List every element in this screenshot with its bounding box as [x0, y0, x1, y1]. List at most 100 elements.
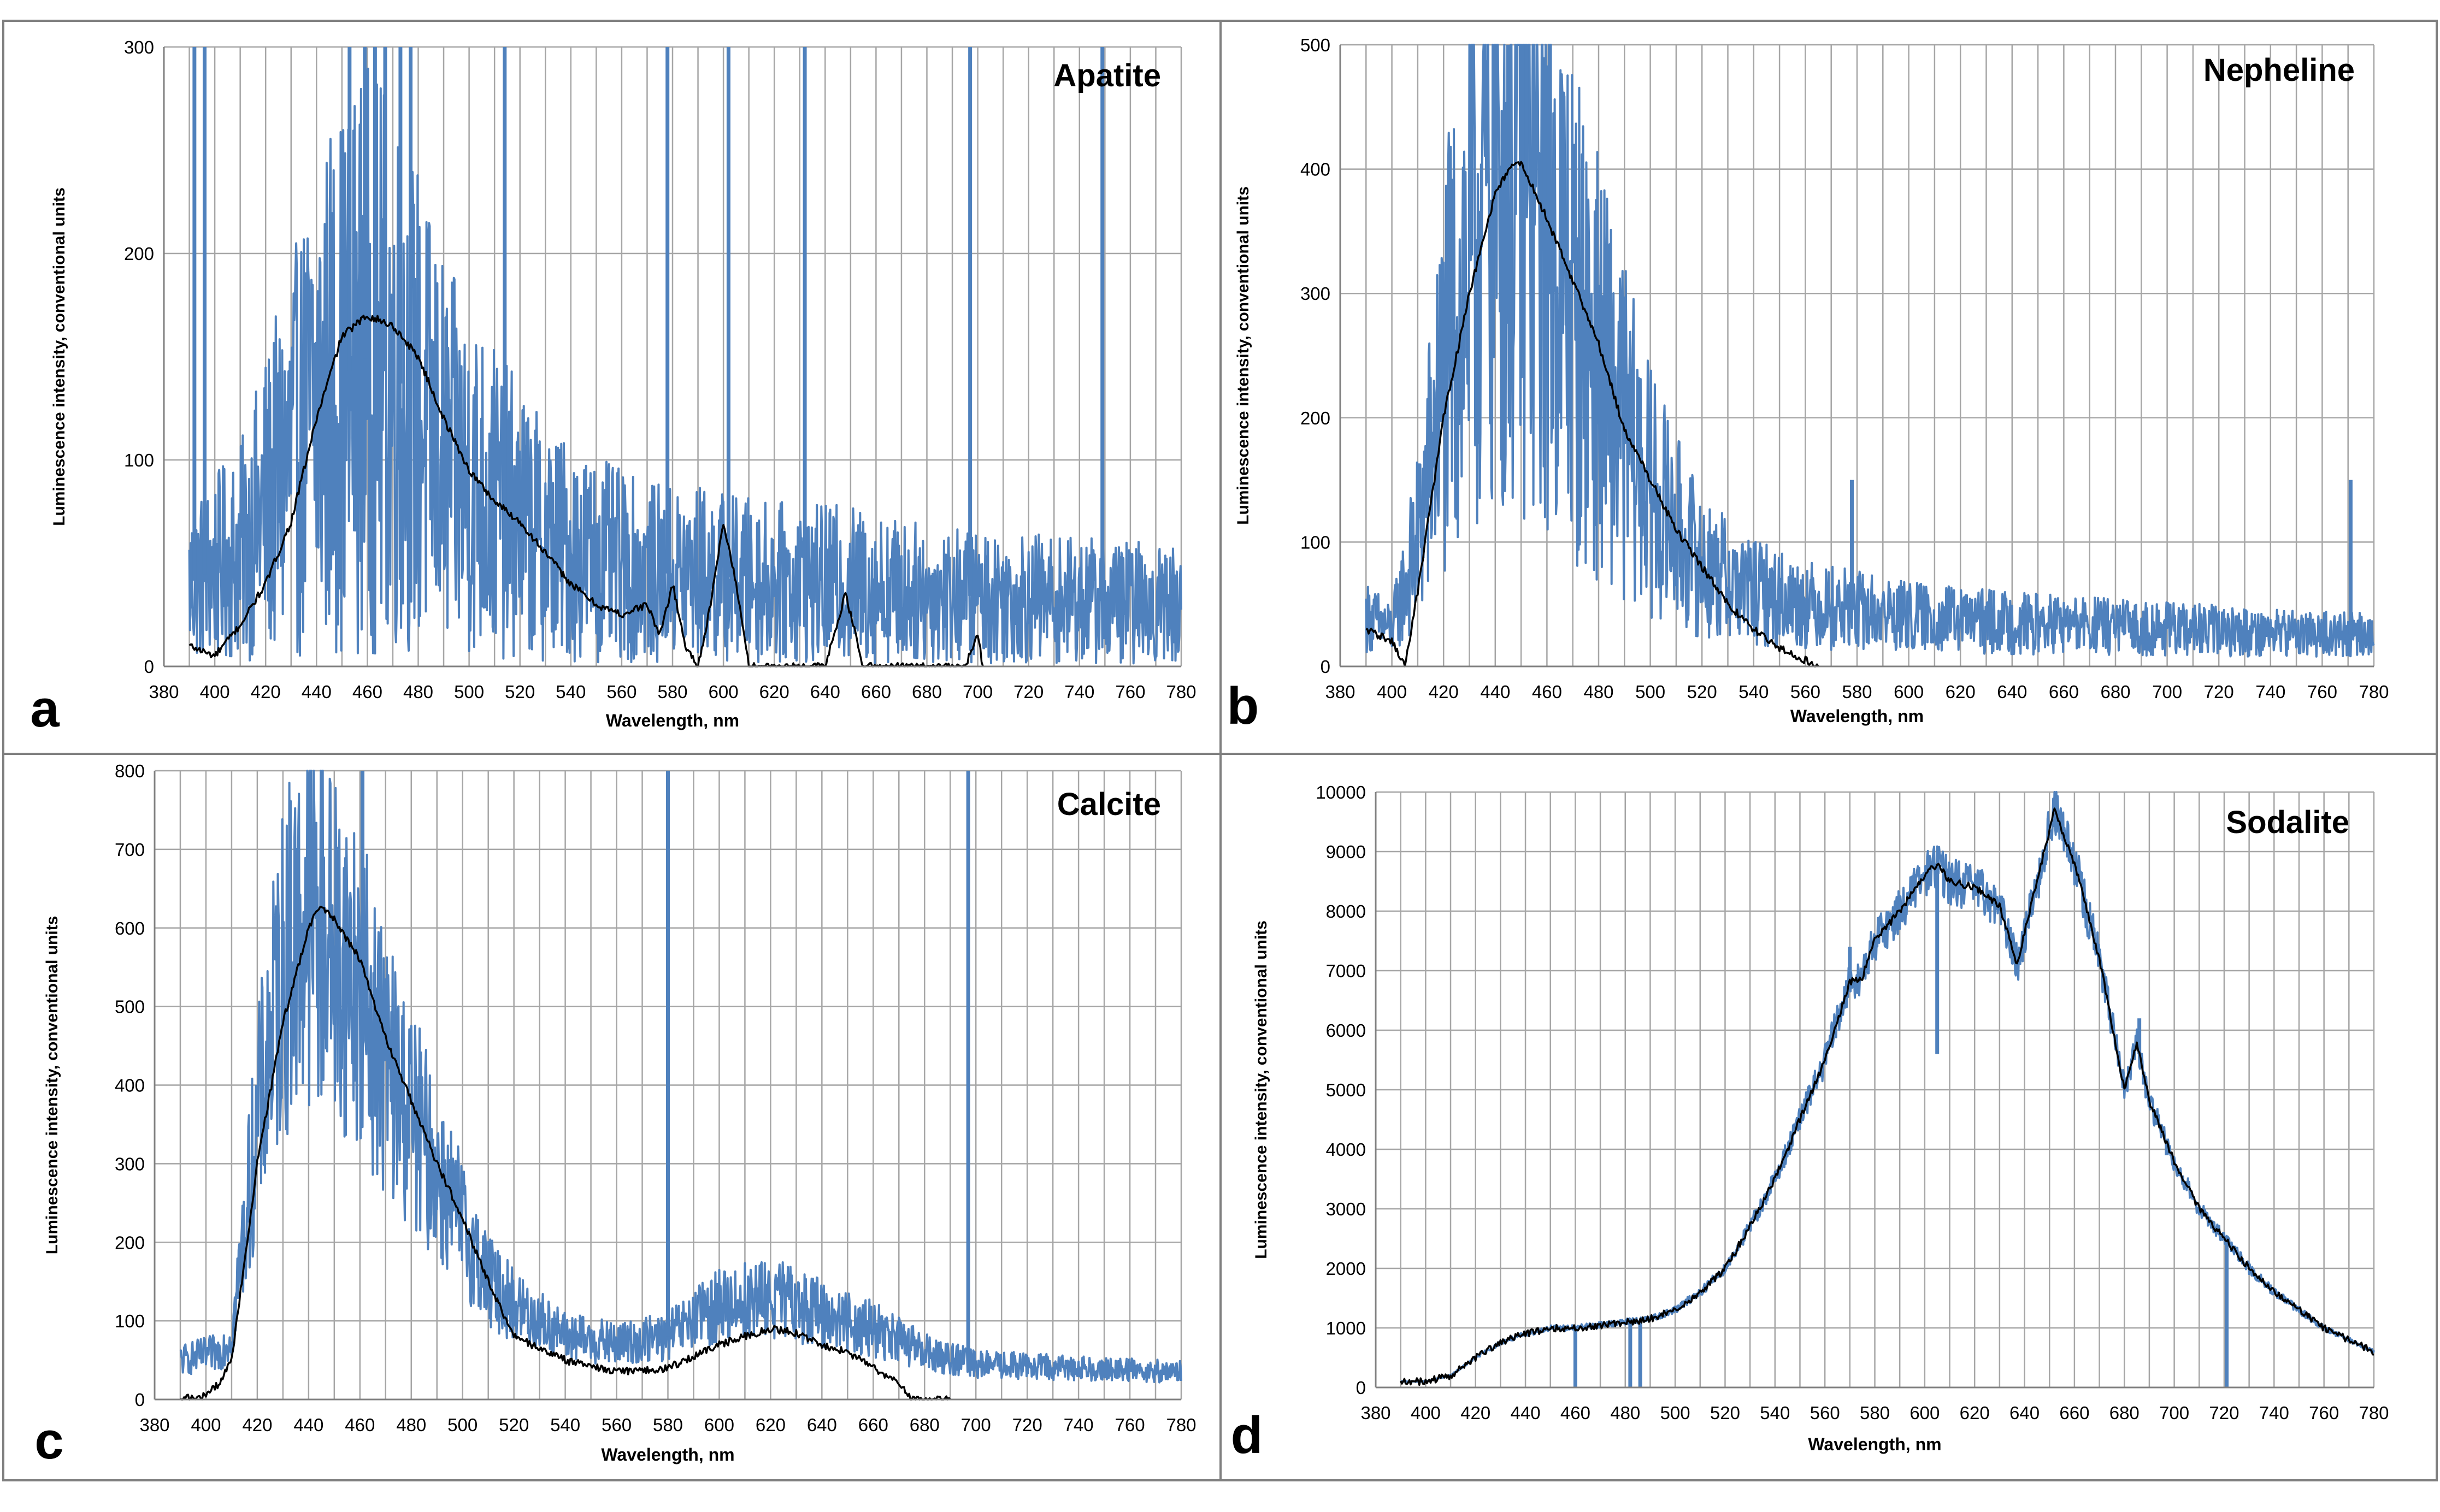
panel-a: 380 400 420 440 460 480 500 520 540 560 580 600 620 6…: [30, 37, 1196, 738]
y-tick-label: 7000: [1326, 961, 1366, 981]
x-tick-label: 540: [556, 682, 586, 702]
y-tick-label: 3000: [1326, 1199, 1366, 1219]
panel-letter: b: [1227, 677, 1259, 735]
x-tick-label: 580: [657, 682, 687, 702]
y-axis-title: Luminescence intensity, conventional uni…: [50, 187, 68, 526]
y-tick-label: 500: [115, 997, 145, 1017]
x-tick-label: 480: [403, 682, 433, 702]
x-axis-title: Wavelength, nm: [601, 1445, 734, 1464]
x-tick-label: 540: [550, 1415, 580, 1435]
x-tick-label: 660: [2059, 1403, 2089, 1423]
x-tick-label: 780: [1166, 1415, 1196, 1435]
x-tick-label: 580: [653, 1415, 683, 1435]
x-tick-label: 760: [2307, 682, 2337, 702]
x-tick-label: 620: [756, 1415, 786, 1435]
x-axis-title: Wavelength, nm: [1790, 706, 1924, 726]
x-tick-label: 700: [961, 1415, 991, 1435]
x-tick-label: 640: [810, 682, 840, 702]
x-tick-label: 760: [1115, 682, 1145, 702]
x-tick-label: 420: [1460, 1403, 1490, 1423]
y-tick-label: 2000: [1326, 1259, 1366, 1279]
y-tick-label: 6000: [1326, 1020, 1366, 1041]
x-tick-label: 660: [858, 1415, 888, 1435]
x-tick-label: 420: [251, 682, 281, 702]
y-tick-label: 200: [1300, 408, 1330, 428]
x-tick-labels: 380 400 420 440 460 480 500 520 540 560 580 600 620 6…: [139, 1415, 1196, 1435]
x-axis-title: Wavelength, nm: [1808, 1434, 1941, 1454]
y-tick-label: 10000: [1316, 782, 1366, 802]
y-tick-label: 200: [115, 1232, 145, 1253]
x-tick-label: 560: [1790, 682, 1820, 702]
x-tick-label: 440: [1511, 1403, 1541, 1423]
panel-frame-d: [1219, 753, 2438, 1481]
mineral-title: Nepheline: [2203, 52, 2355, 88]
y-axis-title: Luminescence intensity, conventional uni…: [1252, 920, 1270, 1259]
mineral-title: Apatite: [1053, 58, 1161, 93]
panel-c: 380 400 420 440 460 480 500 520 540 560 580 600 620 6…: [34, 761, 1196, 1470]
x-tick-label: 620: [759, 682, 789, 702]
y-tick-label: 1000: [1326, 1318, 1366, 1338]
y-tick-label: 100: [124, 450, 154, 470]
x-tick-label: 560: [1810, 1403, 1840, 1423]
raw-spikes: [360, 771, 970, 1363]
mineral-title: Calcite: [1057, 787, 1161, 822]
x-tick-label: 580: [1860, 1403, 1890, 1423]
x-tick-label: 520: [499, 1415, 529, 1435]
y-tick-label: 4000: [1326, 1139, 1366, 1160]
x-tick-labels: 380 400 420 440 460 480 500 520 540 560 580 600 620 6…: [1360, 1403, 2389, 1423]
x-tick-label: 560: [602, 1415, 632, 1435]
x-tick-label: 520: [1710, 1403, 1740, 1423]
raw-spectrum-line: [179, 770, 1182, 1384]
x-tick-label: 380: [149, 682, 179, 702]
y-tick-labels: 0 1000 2000 3000 4000 5000 6000 7000 8000 9000 100…: [1316, 782, 1366, 1398]
x-tick-label: 740: [1064, 1415, 1094, 1435]
y-axis-title: Luminescence intensity, conventional uni…: [1234, 186, 1252, 525]
mineral-title: Sodalite: [2226, 805, 2349, 840]
y-tick-label: 100: [115, 1311, 145, 1331]
x-tick-label: 740: [2259, 1403, 2289, 1423]
x-tick-label: 520: [505, 682, 535, 702]
y-tick-label: 300: [115, 1154, 145, 1174]
y-tick-label: 100: [1300, 532, 1330, 552]
x-tick-label: 640: [2009, 1403, 2040, 1423]
x-tick-label: 620: [1960, 1403, 1990, 1423]
raw-spikes: [1506, 45, 2353, 635]
x-tick-label: 600: [1909, 1403, 1940, 1423]
panel-letter: c: [34, 1411, 63, 1470]
x-tick-label: 600: [1894, 682, 1924, 702]
x-tick-label: 420: [242, 1415, 272, 1435]
x-tick-label: 500: [1635, 682, 1665, 702]
x-tick-label: 680: [2109, 1403, 2140, 1423]
raw-spikes: [1573, 863, 2229, 1387]
y-tick-label: 400: [1300, 160, 1330, 180]
raw-spectrum-line: [1365, 44, 2375, 658]
x-tick-labels: 380 400 420 440 460 480 500 520 540 560 580 600 620 6…: [149, 682, 1196, 702]
x-tick-label: 460: [352, 682, 382, 702]
x-tick-label: 580: [1842, 682, 1872, 702]
x-tick-label: 700: [2159, 1403, 2189, 1423]
x-tick-label: 740: [2255, 682, 2285, 702]
x-tick-label: 700: [963, 682, 993, 702]
y-tick-label: 8000: [1326, 901, 1366, 922]
panel-d: 380 400 420 440 460 480 500 520 540 560 580 600 620 6…: [1231, 782, 2389, 1464]
y-tick-label: 5000: [1326, 1080, 1366, 1100]
x-tick-label: 780: [2359, 1403, 2389, 1423]
x-axis-title: Wavelength, nm: [606, 711, 739, 730]
x-tick-label: 600: [709, 682, 739, 702]
x-tick-label: 460: [1560, 1403, 1590, 1423]
y-tick-label: 300: [124, 37, 154, 57]
panel-b: 380 400 420 440 460 480 500 520 540 560 580 600 620 6…: [1227, 35, 2389, 735]
panel-frame-a: [2, 20, 1222, 755]
y-tick-label: 0: [1356, 1378, 1366, 1398]
x-tick-label: 380: [1325, 682, 1355, 702]
x-tick-label: 440: [302, 682, 332, 702]
x-tick-labels: 380 400 420 440 460 480 500 520 540 560 580 600 620 6…: [1325, 682, 2389, 702]
x-tick-label: 540: [1760, 1403, 1790, 1423]
x-tick-label: 640: [1997, 682, 2027, 702]
x-tick-label: 400: [1377, 682, 1407, 702]
y-tick-label: 800: [115, 761, 145, 781]
smoothed-line: [1365, 161, 1819, 668]
grid: [1375, 791, 2375, 1389]
y-tick-label: 9000: [1326, 842, 1366, 862]
x-tick-label: 500: [454, 682, 484, 702]
